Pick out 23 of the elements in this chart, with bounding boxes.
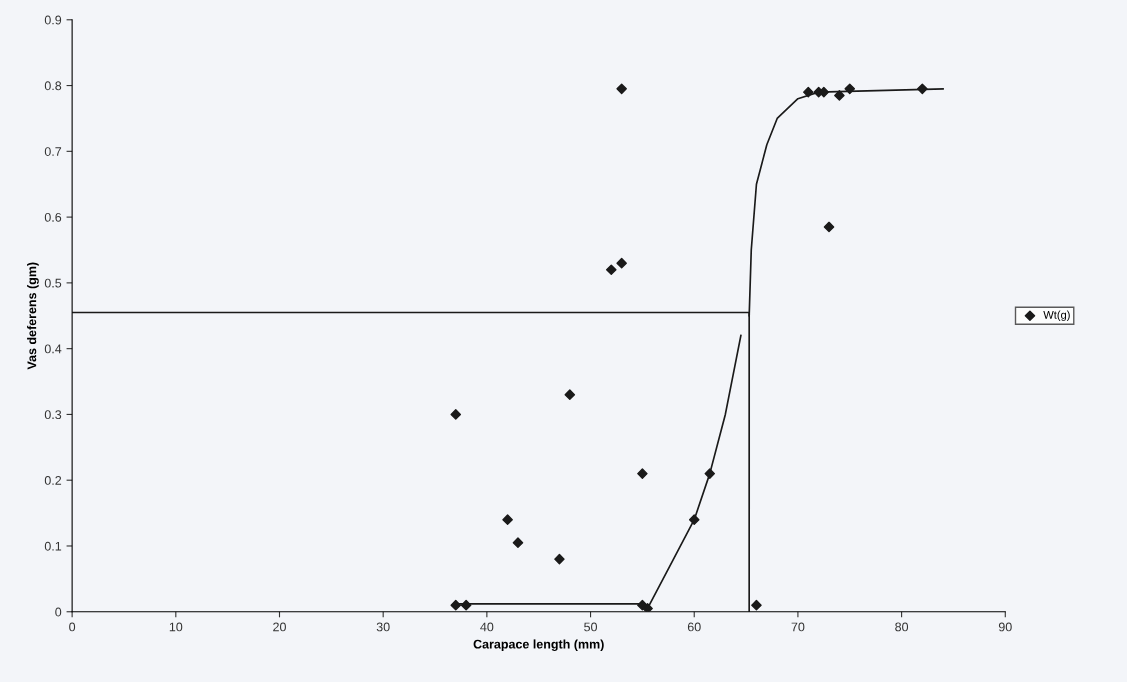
- x-tick-label: 90: [998, 622, 1012, 632]
- y-tick-label: 0.7: [44, 147, 62, 156]
- legend-label: Wt(g): [1043, 310, 1070, 321]
- y-tick-label: 0.8: [44, 81, 62, 91]
- x-tick-label: 80: [895, 622, 909, 632]
- x-tick-label: 60: [687, 622, 701, 632]
- y-axis-title: Vas deferens (gm): [27, 262, 39, 370]
- x-axis-title: Carapace length (mm): [473, 639, 604, 652]
- y-tick-label: 0.9: [44, 15, 62, 25]
- x-tick-label: 20: [273, 622, 286, 632]
- y-tick-label: 0.3: [44, 410, 62, 420]
- x-tick-label: 0: [69, 622, 76, 632]
- y-tick-label: 0.6: [44, 212, 62, 222]
- y-tick-label: 0.4: [44, 344, 62, 354]
- x-tick-label: 40: [480, 622, 494, 632]
- y-tick-label: 0.5: [44, 278, 62, 288]
- x-tick-label: 70: [791, 622, 805, 632]
- x-tick-label: 10: [169, 622, 183, 632]
- x-tick-label: 30: [376, 622, 390, 632]
- y-tick-label: 0: [55, 607, 62, 617]
- y-tick-label: 0.1: [44, 541, 62, 551]
- x-tick-label: 50: [584, 622, 598, 632]
- y-tick-label: 0.2: [44, 476, 62, 485]
